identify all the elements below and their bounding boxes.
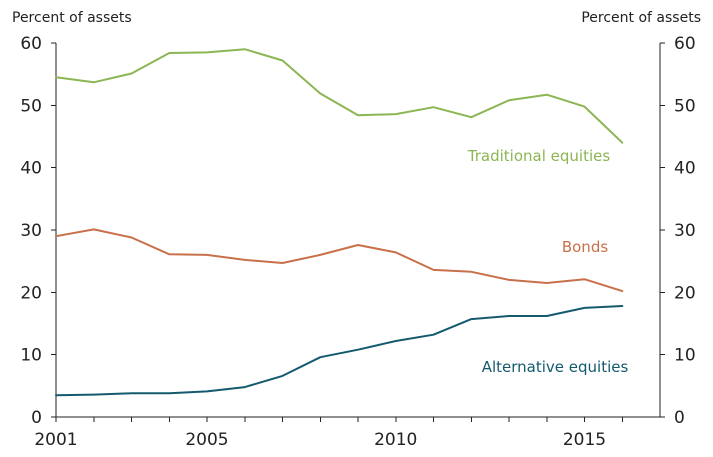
series-label-alternative-equities: Alternative equities	[482, 358, 629, 376]
y-tick-label-right-50: 50	[674, 96, 696, 116]
series-label-bonds: Bonds	[562, 238, 608, 256]
left-axis-unit-label: Percent of assets	[12, 10, 132, 26]
y-tick-label-right-40: 40	[674, 159, 696, 179]
y-tick-label-right-60: 60	[674, 34, 696, 54]
x-axis-ticks: 2001 2005 2010 2015	[34, 417, 623, 450]
series-line-alternative-equities	[55, 305, 624, 397]
y-tick-label-left-60: 60	[20, 34, 42, 54]
y-tick-label-left-30: 30	[20, 221, 42, 241]
y-tick-label-left-20: 20	[20, 283, 42, 303]
x-tick-label-2005: 2005	[185, 430, 228, 450]
series-lines	[55, 48, 624, 397]
right-axis-unit-label: Percent of assets	[581, 10, 701, 26]
y-tick-label-left-10: 10	[20, 346, 42, 366]
y-tick-label-right-0: 0	[674, 408, 685, 428]
y-tick-label-left-50: 50	[20, 96, 42, 116]
y-tick-label-right-30: 30	[674, 221, 696, 241]
x-tick-label-2015: 2015	[563, 430, 606, 450]
x-tick-label-2010: 2010	[374, 430, 417, 450]
y-tick-label-right-20: 20	[674, 283, 696, 303]
y-tick-label-left-40: 40	[20, 159, 42, 179]
series-line-traditional-equities	[55, 48, 624, 144]
x-tick-label-2001: 2001	[34, 430, 77, 450]
y-tick-label-right-10: 10	[674, 346, 696, 366]
series-line-bonds	[55, 228, 624, 293]
y-axis-ticks: 0 0 10 10 20 20 30 30 40 40 50 50 60 60	[20, 34, 695, 428]
series-label-traditional-equities: Traditional equities	[467, 147, 611, 165]
y-tick-label-left-0: 0	[31, 408, 42, 428]
